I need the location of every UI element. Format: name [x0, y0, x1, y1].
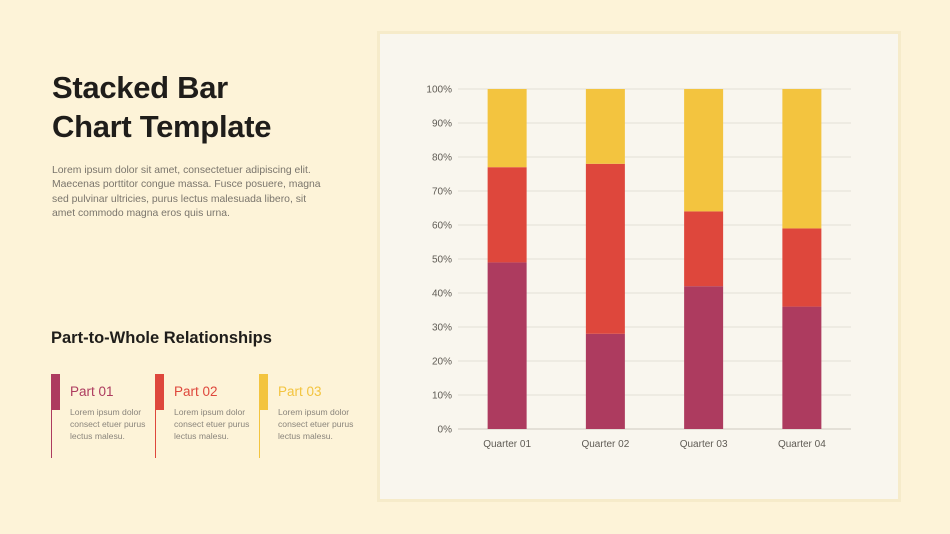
- part-01-line: [51, 374, 52, 458]
- slide-description: Lorem ipsum dolor sit amet, consectetuer…: [52, 165, 321, 220]
- y-tick-label: 100%: [426, 85, 452, 96]
- bar-segment-q2-part1: [585, 333, 625, 429]
- y-tick-label: 40%: [432, 289, 452, 300]
- part-03-card: Part 03 Lorem ipsum dolor consect etuer …: [259, 374, 354, 458]
- bar-segment-q4-part1: [782, 306, 822, 429]
- part-03-label: Part 03: [278, 384, 322, 399]
- slide-title-line1: Stacked Bar: [52, 70, 228, 105]
- slide-title: Stacked Bar Chart Template: [52, 68, 352, 146]
- bar-segment-q3-part2: [684, 211, 724, 287]
- slide-title-line2: Chart Template: [52, 109, 272, 144]
- section-subtitle: Part-to-Whole Relationships: [51, 329, 272, 347]
- x-tick-label: Quarter 03: [680, 439, 728, 450]
- part-01-label: Part 01: [70, 384, 114, 399]
- y-tick-label: 20%: [432, 357, 452, 368]
- y-tick-label: 60%: [432, 221, 452, 232]
- part-03-color-bar: [259, 374, 268, 410]
- bar-segment-q3-part1: [684, 286, 724, 429]
- part-02-color-bar: [155, 374, 164, 410]
- bar-segment-q2-part2: [585, 163, 625, 334]
- y-tick-label: 80%: [432, 153, 452, 164]
- part-02-text: Lorem ipsum dolor consect etuer purus le…: [174, 407, 250, 441]
- x-tick-label: Quarter 04: [778, 439, 826, 450]
- part-01-color-bar: [51, 374, 60, 410]
- bar-segment-q3-part3: [684, 89, 724, 212]
- y-tick-label: 10%: [432, 391, 452, 402]
- y-tick-label: 70%: [432, 187, 452, 198]
- x-tick-label: Quarter 02: [581, 439, 629, 450]
- y-tick-label: 50%: [432, 255, 452, 266]
- bar-segment-q1-part2: [487, 167, 527, 263]
- stacked-bar-chart: 0% 10% 20% 30% 40% 50% 60% 70% 80% 90% 100% Quarter…: [426, 85, 851, 450]
- bar-segment-q4-part3: [782, 89, 822, 229]
- bar-segment-q1-part3: [487, 89, 527, 168]
- y-tick-label: 0%: [438, 425, 453, 436]
- bar-segment-q2-part3: [585, 89, 625, 164]
- part-03-text: Lorem ipsum dolor consect etuer purus le…: [278, 407, 354, 441]
- part-03-line: [259, 374, 260, 458]
- y-tick-label: 90%: [432, 119, 452, 130]
- part-02-label: Part 02: [174, 384, 218, 399]
- chart-panel: 0% 10% 20% 30% 40% 50% 60% 70% 80% 90% 100% Quarter…: [377, 31, 901, 502]
- part-01-card: Part 01 Lorem ipsum dolor consect etuer …: [51, 374, 146, 458]
- x-tick-label: Quarter 01: [483, 439, 531, 450]
- part-01-text: Lorem ipsum dolor consect etuer purus le…: [70, 407, 146, 441]
- bar-segment-q4-part2: [782, 228, 822, 307]
- part-02-card: Part 02 Lorem ipsum dolor consect etuer …: [155, 374, 250, 458]
- part-02-line: [155, 374, 156, 458]
- y-tick-label: 30%: [432, 323, 452, 334]
- bar-segment-q1-part1: [487, 262, 527, 429]
